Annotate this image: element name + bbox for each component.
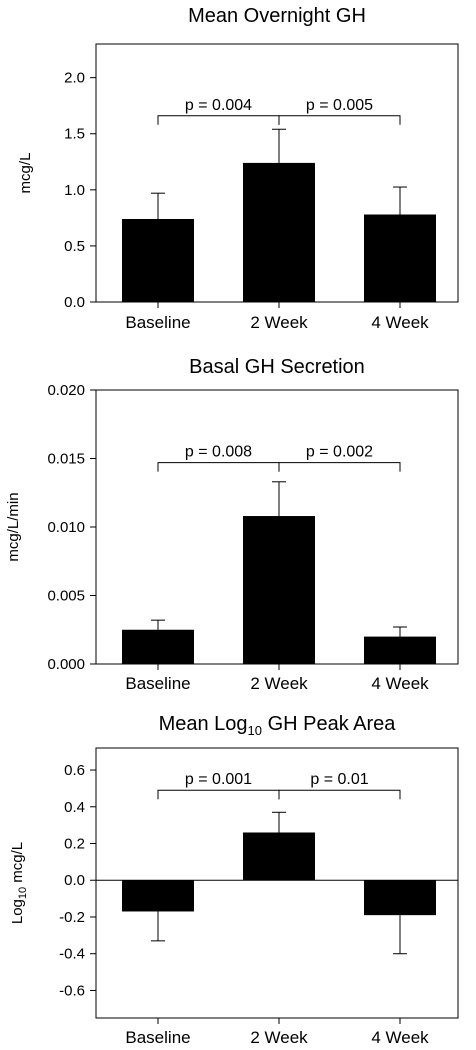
- bar: [122, 880, 194, 912]
- bar: [122, 629, 194, 664]
- bar: [243, 162, 315, 302]
- significance-bracket: [157, 789, 280, 800]
- y-axis-label-main: Log: [9, 899, 26, 924]
- y-tick-label: 2.0: [64, 70, 85, 87]
- chart-title-subscript: 10: [248, 723, 262, 738]
- y-tick-label: -0.4: [59, 946, 85, 963]
- chart-panel-0: Mean Overnight GH 0.0 0.5 1.0 1.5 2.0 mcg/L Bas…: [17, 5, 459, 332]
- x-tick-label: 4 Week: [371, 313, 429, 332]
- chart-panel-2: Mean Log10 GH Peak Area-0.6-0.4-0.20.00.…: [9, 713, 459, 1047]
- x-tick-label: 4 Week: [371, 1028, 429, 1047]
- y-axis-label-subscript: 10: [17, 887, 29, 899]
- bar: [364, 214, 436, 302]
- x-tick-label: 2 Week: [250, 313, 308, 332]
- p-value-annotation: p = 0.001: [185, 771, 252, 788]
- significance-bracket: [278, 462, 401, 472]
- chart-title: Mean Overnight GH: [188, 5, 366, 27]
- p-value-annotation: p = 0.004: [185, 97, 252, 114]
- p-value-annotation: p = 0.002: [306, 444, 373, 461]
- significance-bracket: [278, 789, 401, 800]
- x-tick-label: Baseline: [125, 313, 190, 332]
- bar: [243, 516, 315, 664]
- p-value-annotation: p = 0.005: [306, 97, 373, 114]
- significance-bracket: [278, 115, 401, 125]
- x-tick-label: 2 Week: [250, 674, 308, 693]
- y-tick-label: 0.015: [47, 451, 85, 468]
- chart-panel-1: Basal GH Secretion 0.000 0.005 0.010 0.015 0.…: [5, 356, 459, 693]
- x-tick-label: 4 Week: [371, 674, 429, 693]
- bar: [122, 218, 194, 302]
- chart-title: Basal GH Secretion: [189, 356, 365, 378]
- chart-title-main: Mean Log: [159, 713, 248, 735]
- y-tick-label: 0.020: [47, 382, 85, 399]
- y-axis-label: Log10 mcg/L: [9, 842, 29, 924]
- plot-frame: [95, 747, 459, 1019]
- x-tick-label: 2 Week: [250, 1028, 308, 1047]
- p-value-annotation: p = 0.01: [310, 771, 368, 788]
- y-tick-label: 0.2: [64, 836, 85, 853]
- y-tick-label: 0.4: [64, 799, 85, 816]
- y-tick-label: 0.010: [47, 519, 85, 536]
- y-axis-label-rest: mcg/L: [9, 842, 26, 887]
- y-tick-label: -0.2: [59, 909, 85, 926]
- y-tick-label: 0.6: [64, 762, 85, 779]
- significance-bracket: [157, 462, 280, 472]
- bar: [243, 832, 315, 881]
- x-tick-label: Baseline: [125, 1028, 190, 1047]
- bar: [364, 880, 436, 916]
- y-tick-label: 1.0: [64, 182, 85, 199]
- y-tick-label: -0.6: [59, 982, 85, 999]
- y-axis-label: mcg/L/min: [5, 492, 22, 561]
- bar: [364, 636, 436, 664]
- y-axis-label: mcg/L: [17, 153, 34, 194]
- y-tick-label: 0.005: [47, 588, 85, 605]
- significance-bracket: [157, 115, 280, 125]
- chart-title: Mean Log10 GH Peak Area: [159, 713, 397, 738]
- x-tick-label: Baseline: [125, 674, 190, 693]
- y-tick-label: 0.5: [64, 238, 85, 255]
- chart-title-rest: GH Peak Area: [262, 713, 396, 735]
- y-tick-label: 0.000: [47, 656, 85, 673]
- y-tick-label: 0.0: [64, 872, 85, 889]
- p-value-annotation: p = 0.008: [185, 444, 252, 461]
- y-tick-label: 1.5: [64, 126, 85, 143]
- y-tick-label: 0.0: [64, 294, 85, 311]
